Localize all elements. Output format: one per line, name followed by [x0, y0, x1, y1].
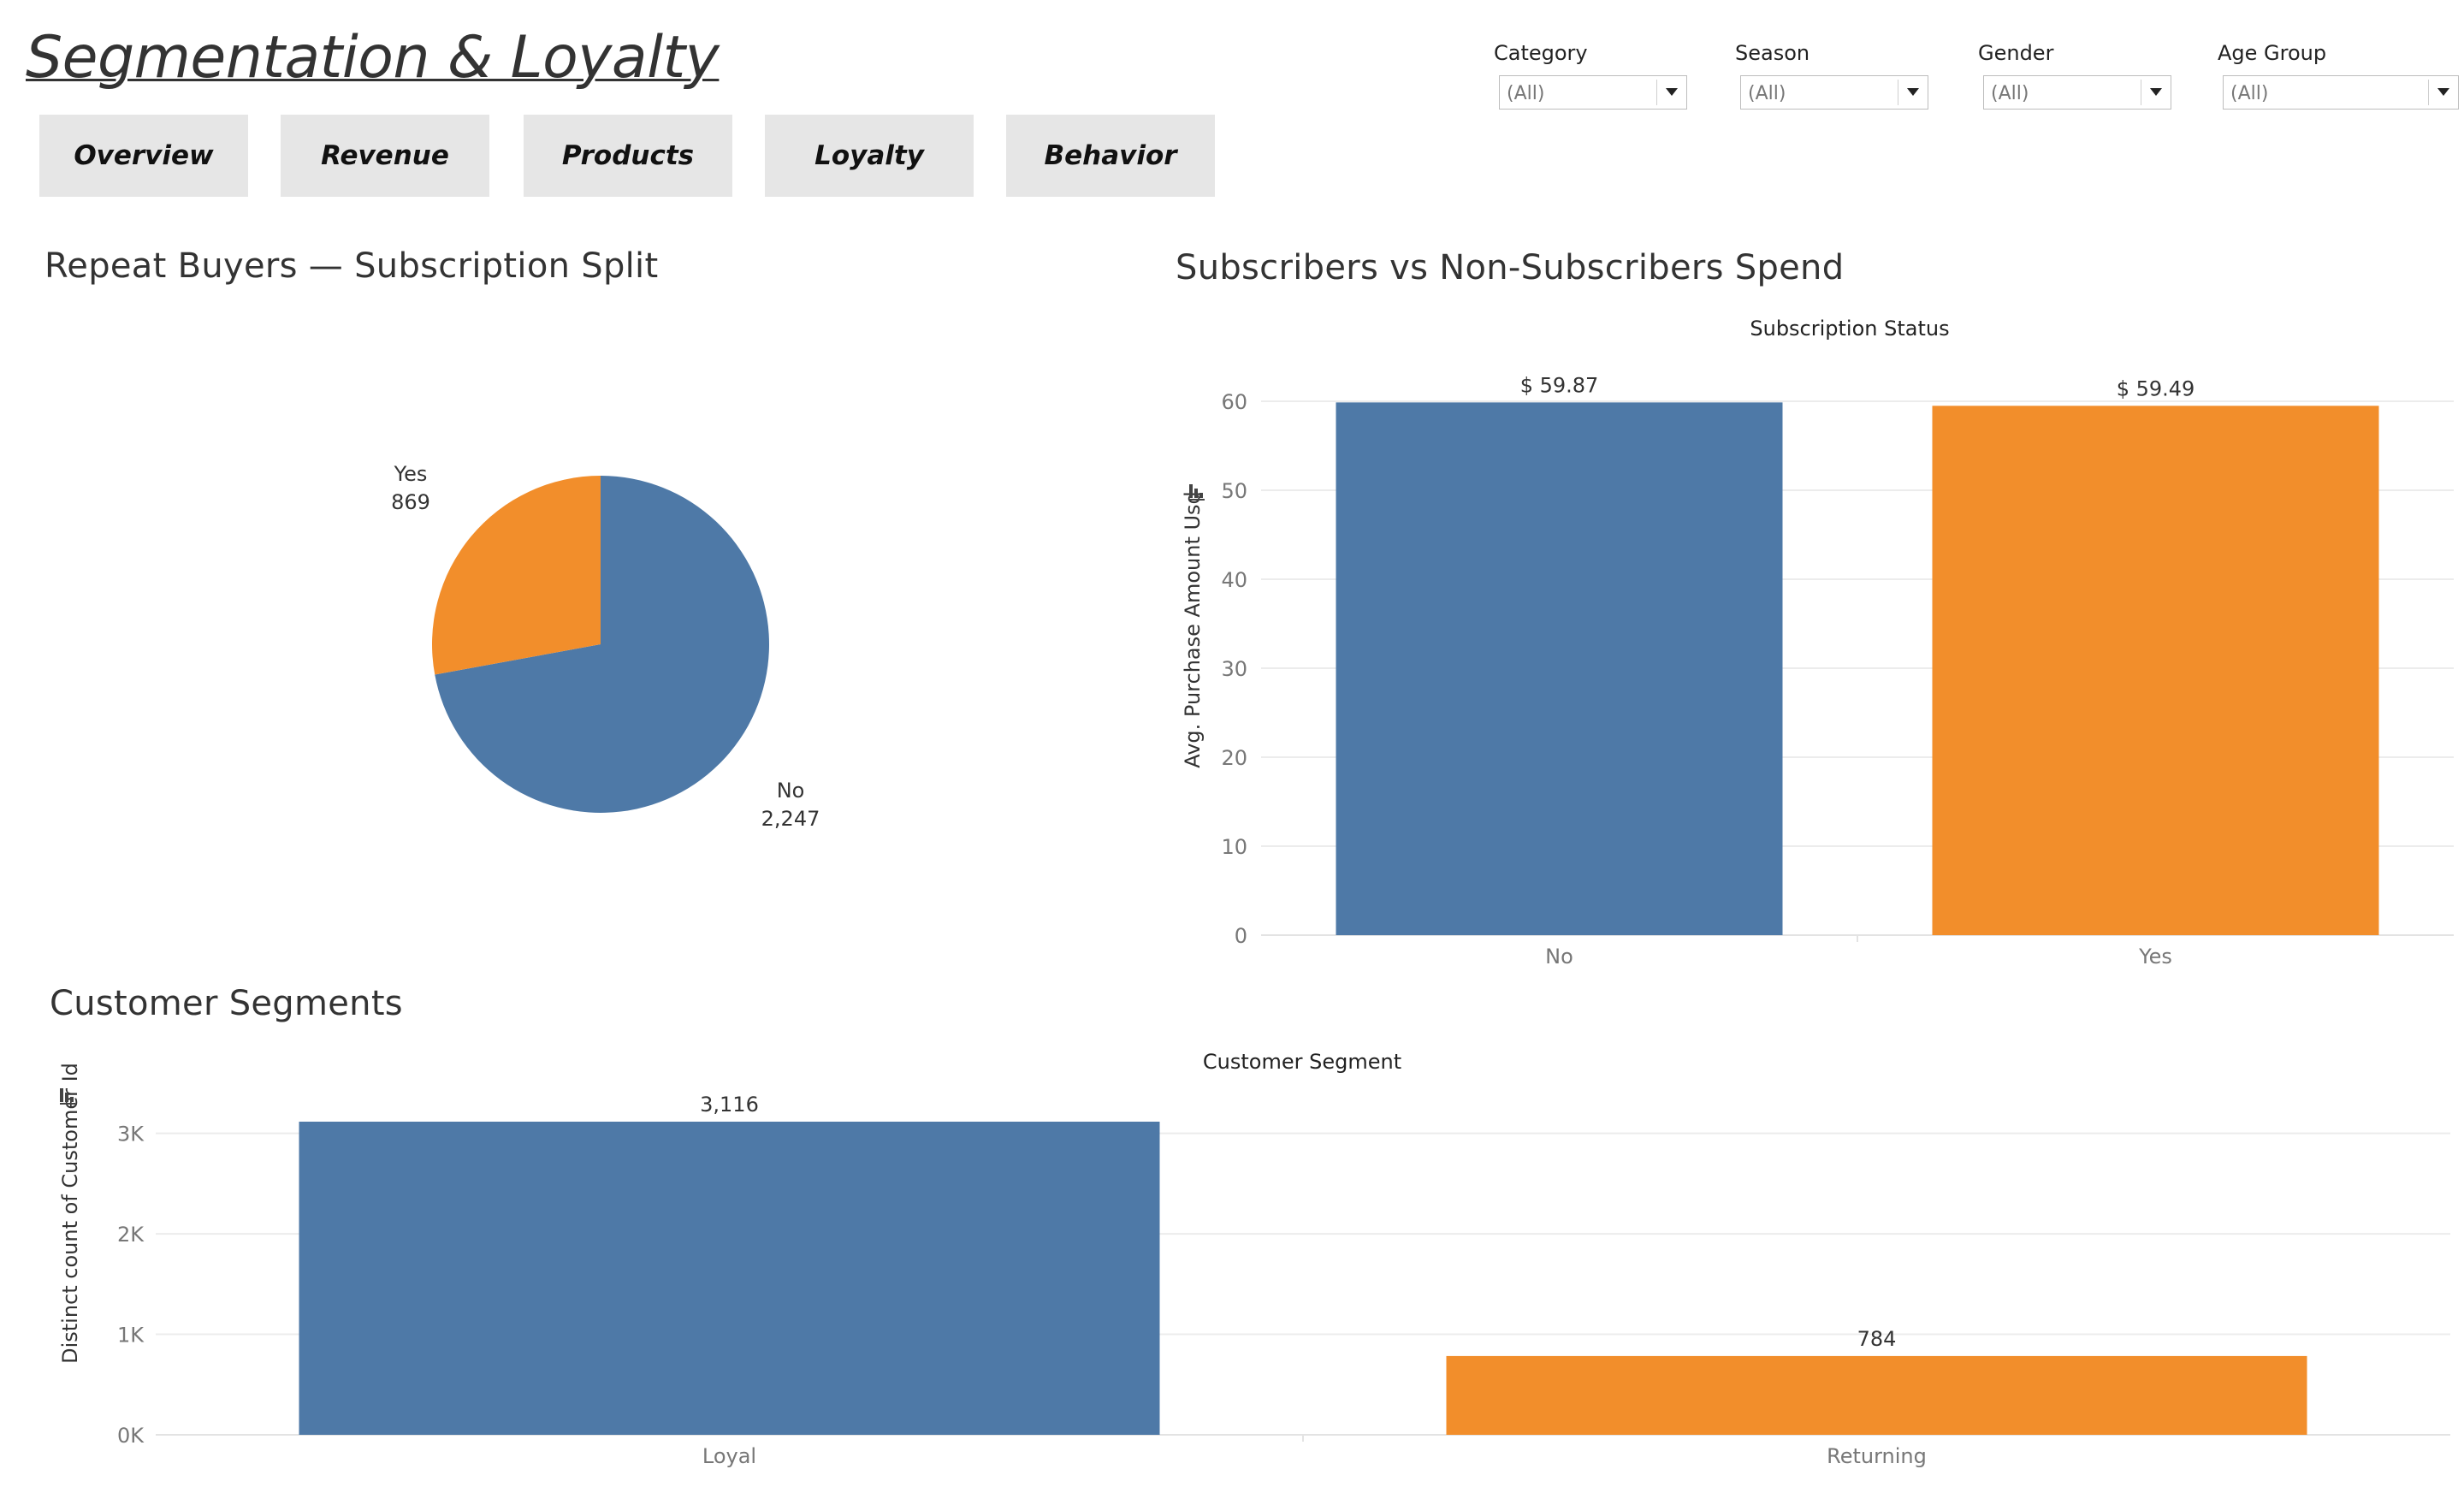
- segments-x-tick-label-returning: Returning: [1827, 1444, 1927, 1468]
- spend-y-tick-label: 10: [1221, 835, 1247, 859]
- spend-y-axis-label: Avg. Purchase Amount Usd: [1181, 491, 1205, 768]
- segments-axis-header: Customer Segment: [1203, 1050, 1401, 1074]
- spend-bar-chart: Subscription Status 0 10 20 30 40 50 60 Avg. Pur…: [1181, 317, 2454, 969]
- pie-label-no: No: [777, 779, 805, 803]
- repeat-pie-chart: No 2,247 Yes 869: [391, 462, 820, 831]
- filter-gender-dropdown[interactable]: (All): [1983, 75, 2171, 110]
- pie-value-no: 2,247: [761, 807, 820, 831]
- filter-age-group-label: Age Group: [2218, 41, 2327, 65]
- segments-x-tick-label-loyal: Loyal: [702, 1444, 756, 1468]
- spend-bar-yes: [1932, 406, 2379, 935]
- spend-y-tick-label: 50: [1221, 479, 1247, 503]
- segments-bar-returning: [1446, 1355, 2307, 1435]
- filter-category-dropdown[interactable]: (All): [1499, 75, 1687, 110]
- sort-icon-bar: [1189, 484, 1193, 498]
- chevron-down-icon: [2437, 88, 2449, 96]
- chevron-down-icon: [1666, 88, 1678, 96]
- segments-bar-chart: Customer Segment 0K 1K 2K 3K Distinct count o…: [58, 1050, 2450, 1468]
- dashboard-title: Segmentation & Loyalty: [26, 24, 720, 92]
- spend-x-tick-label-no: No: [1545, 945, 1573, 969]
- nav-button-loyalty[interactable]: Loyalty: [765, 115, 974, 197]
- sort-icon-bar: [60, 1103, 75, 1105]
- repeat-buyers-title: Repeat Buyers — Subscription Split: [44, 246, 659, 286]
- spend-y-tick-label: 20: [1221, 746, 1247, 770]
- sort-icon-bar: [1189, 499, 1205, 501]
- segments-y-tick-label: 1K: [117, 1324, 145, 1348]
- filter-season-label: Season: [1735, 41, 1810, 65]
- sort-icon-bar: [60, 1088, 63, 1102]
- spend-y-tick-label: 0: [1235, 924, 1247, 948]
- filter-season-dropdown[interactable]: (All): [1740, 75, 1928, 110]
- dropdown-separator: [1656, 80, 1657, 105]
- filter-category-label: Category: [1494, 41, 1588, 65]
- sort-icon-bar: [1194, 489, 1198, 498]
- filter-season-value: (All): [1748, 83, 1786, 104]
- segments-y-tick-label: 3K: [117, 1123, 145, 1146]
- sort-icon: [1189, 484, 1205, 501]
- sort-icon: [60, 1088, 75, 1105]
- spend-y-tick-label: 30: [1221, 657, 1247, 681]
- pie-label-yes: Yes: [394, 462, 428, 486]
- segments-y-tick-label: 2K: [117, 1223, 145, 1247]
- dropdown-separator: [2428, 80, 2429, 105]
- spend-data-label-yes: $ 59.49: [2117, 376, 2195, 400]
- spend-x-tick-label-yes: Yes: [2138, 945, 2172, 969]
- filter-gender-value: (All): [1991, 83, 2029, 104]
- chevron-down-icon: [1907, 88, 1919, 96]
- pie-slice-no: [435, 476, 769, 813]
- segments-bar-loyal: [299, 1122, 1160, 1435]
- pie-value-yes: 869: [391, 490, 430, 514]
- sort-icon-bar: [65, 1093, 68, 1102]
- filter-gender-label: Gender: [1978, 41, 2054, 65]
- segments-y-axis-label: Distinct count of Customer Id: [58, 1063, 82, 1364]
- nav-button-overview[interactable]: Overview: [39, 115, 248, 197]
- segments-data-label-loyal: 3,116: [700, 1093, 759, 1117]
- spend-y-tick-label: 60: [1221, 390, 1247, 414]
- nav-button-behavior[interactable]: Behavior: [1006, 115, 1215, 197]
- spend-axis-header: Subscription Status: [1750, 317, 1949, 341]
- sort-icon-bar: [1199, 493, 1203, 498]
- nav-button-revenue[interactable]: Revenue: [281, 115, 489, 197]
- segments-data-label-returning: 784: [1857, 1327, 1897, 1351]
- spend-y-tick-label: 40: [1221, 568, 1247, 592]
- spend-data-label-no: $ 59.87: [1520, 373, 1599, 397]
- sort-icon-bar: [70, 1097, 74, 1102]
- pie-slice-yes: [431, 476, 601, 675]
- filter-category-value: (All): [1507, 83, 1545, 104]
- filter-age-group-value: (All): [2230, 83, 2269, 104]
- segments-y-tick-label: 0K: [117, 1424, 145, 1448]
- nav-button-products[interactable]: Products: [524, 115, 732, 197]
- filter-age-group-dropdown[interactable]: (All): [2223, 75, 2459, 110]
- segments-chart-title: Customer Segments: [50, 984, 403, 1023]
- spend-chart-title: Subscribers vs Non-Subscribers Spend: [1176, 248, 1845, 287]
- spend-bar-no: [1336, 402, 1783, 935]
- chevron-down-icon: [2150, 88, 2162, 96]
